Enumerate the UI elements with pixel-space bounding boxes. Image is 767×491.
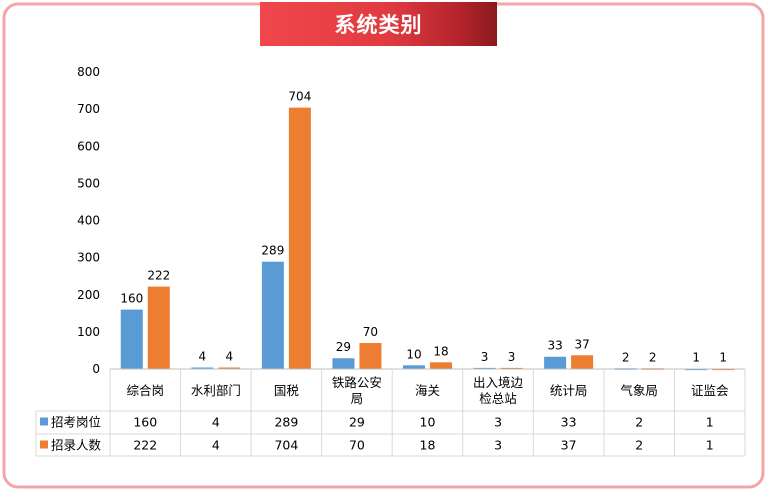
table-value: 1	[706, 438, 714, 453]
legend-label: 招录人数	[51, 438, 102, 453]
table-value: 3	[494, 415, 502, 430]
bar-positions	[544, 356, 567, 369]
y-tick-label: 700	[77, 102, 100, 116]
data-label: 704	[288, 90, 311, 104]
category-label: 证监会	[691, 383, 729, 398]
data-label: 1	[719, 351, 727, 365]
data-label: 18	[433, 344, 448, 358]
category-label: 综合岗	[127, 383, 165, 398]
table-value: 33	[561, 415, 577, 430]
legend-label: 招考岗位	[51, 415, 101, 430]
bar-hires	[147, 286, 170, 369]
table-value: 70	[349, 438, 365, 453]
bar-positions	[403, 365, 425, 369]
legend-swatch	[40, 417, 48, 426]
table-value: 10	[420, 415, 436, 430]
table-value: 222	[133, 438, 157, 453]
bar-positions	[191, 367, 214, 370]
data-label: 10	[406, 347, 421, 361]
category-label: 气象局	[620, 383, 658, 398]
y-axis: 0 100 200 300 400 500 600 700 800	[77, 65, 100, 376]
table-value: 29	[349, 415, 365, 430]
data-label: 3	[508, 350, 516, 364]
table-value: 289	[274, 415, 298, 430]
category-label: 国税	[274, 383, 300, 398]
data-label: 37	[574, 337, 589, 351]
table-value: 2	[635, 415, 643, 430]
bar-hires	[218, 367, 241, 370]
category-label: 局	[351, 391, 364, 406]
bar-hires	[359, 343, 382, 369]
table-value: 37	[561, 438, 577, 453]
data-label: 29	[336, 340, 351, 354]
bar-hires	[288, 107, 311, 369]
data-label: 33	[547, 339, 562, 353]
data-label: 70	[363, 325, 378, 339]
y-tick-label: 800	[77, 65, 100, 79]
y-tick-label: 400	[77, 214, 100, 228]
table-value: 4	[212, 438, 220, 453]
category-label: 水利部门	[191, 383, 241, 398]
bar-positions	[261, 261, 284, 369]
data-label: 4	[199, 350, 207, 364]
data-label: 2	[622, 350, 630, 364]
table-value: 704	[274, 438, 298, 453]
table-value: 18	[420, 438, 436, 453]
y-tick-label: 300	[77, 251, 100, 265]
y-tick-label: 0	[92, 362, 100, 376]
y-tick-label: 500	[77, 176, 100, 190]
table-value: 2	[635, 438, 643, 453]
bar-hires	[571, 355, 594, 369]
table-value: 4	[212, 415, 220, 430]
data-label: 1	[692, 351, 700, 365]
table-value: 160	[133, 415, 157, 430]
bar-positions	[332, 358, 355, 369]
data-label: 222	[147, 269, 170, 283]
table-value: 1	[706, 415, 714, 430]
y-tick-label: 600	[77, 139, 100, 153]
data-label: 2	[649, 350, 657, 364]
data-label: 3	[481, 350, 489, 364]
y-tick-label: 100	[77, 325, 100, 339]
category-label: 海关	[415, 383, 440, 398]
table-value: 3	[494, 438, 502, 453]
bar-positions	[120, 309, 143, 369]
legend-swatch	[40, 440, 48, 449]
chart-title: 系统类别	[260, 2, 497, 46]
data-label: 4	[226, 350, 234, 364]
category-label: 统计局	[550, 383, 588, 398]
category-label: 检总站	[479, 391, 517, 406]
category-label: 出入境边	[473, 375, 524, 390]
bar-hires	[430, 362, 452, 369]
data-label: 289	[261, 244, 284, 258]
data-label: 160	[120, 292, 143, 306]
category-label: 铁路公安	[332, 375, 382, 390]
y-tick-label: 200	[77, 288, 100, 302]
